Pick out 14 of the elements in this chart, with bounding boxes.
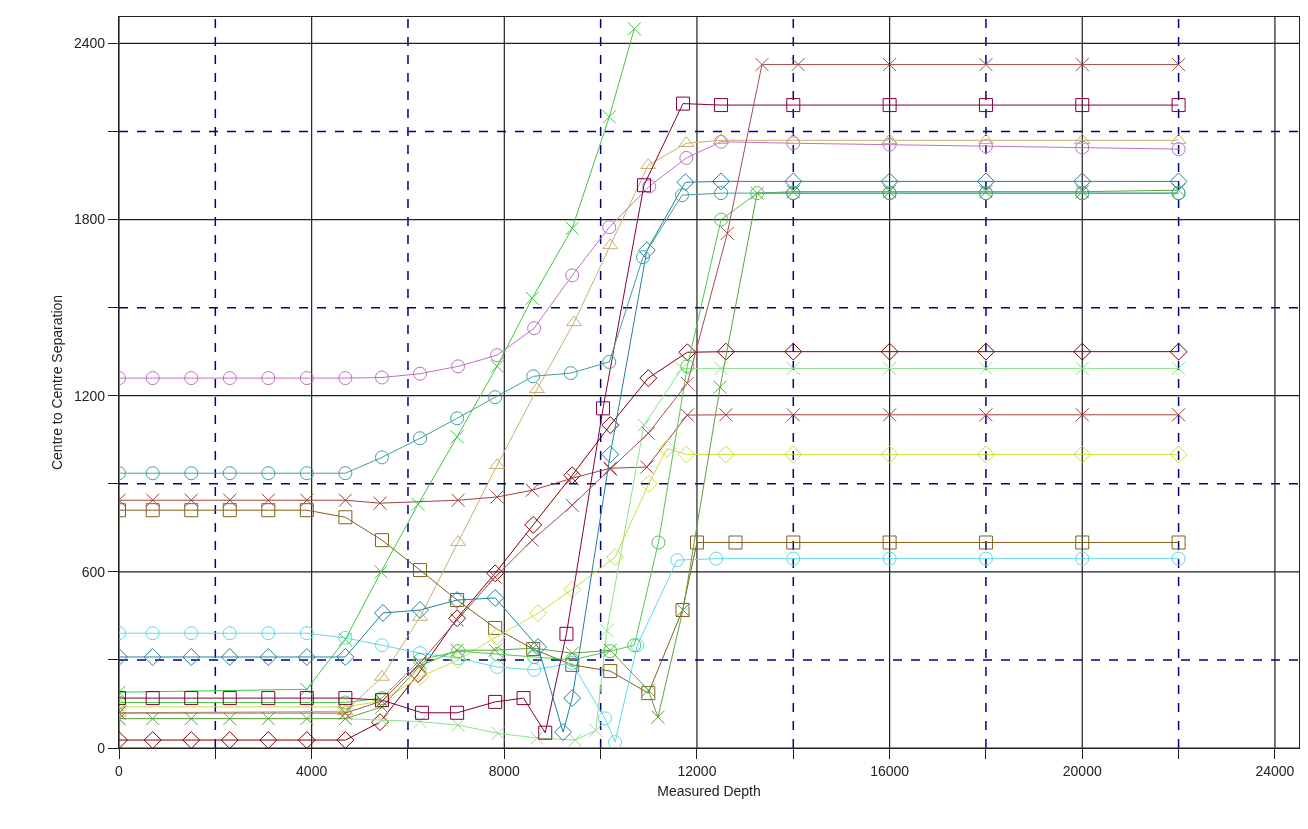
x-tick-label: 0	[115, 762, 124, 779]
y-tick-label: 2400	[73, 35, 106, 52]
x-tick-label: 12000	[677, 762, 717, 779]
x-tick-label: 24000	[1255, 762, 1295, 779]
x-tick-label: 20000	[1062, 762, 1102, 779]
y-tick-label: 600	[81, 563, 106, 580]
x-axis-title: Measured Depth	[657, 783, 761, 800]
y-tick-label: 0	[97, 739, 106, 756]
y-axis-title: Centre to Centre Separation	[48, 294, 65, 471]
x-tick-label: 16000	[870, 762, 910, 779]
y-tick-label: 1200	[73, 387, 106, 404]
x-tick-label: 4000	[296, 762, 328, 779]
x-tick-label: 8000	[488, 762, 521, 779]
y-tick-label: 1800	[73, 211, 106, 228]
